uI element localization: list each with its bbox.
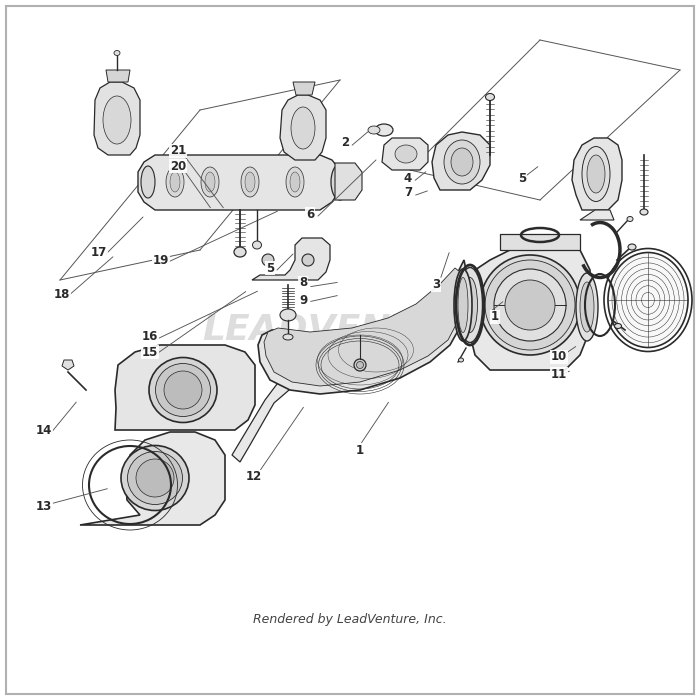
Text: 5: 5: [518, 172, 526, 185]
Text: 9: 9: [299, 293, 307, 307]
Ellipse shape: [283, 334, 293, 340]
Text: 12: 12: [246, 470, 262, 484]
Ellipse shape: [245, 172, 255, 192]
Ellipse shape: [458, 358, 463, 362]
Polygon shape: [335, 163, 362, 200]
Ellipse shape: [164, 371, 202, 409]
Ellipse shape: [368, 126, 380, 134]
Ellipse shape: [375, 124, 393, 136]
Text: 11: 11: [551, 368, 567, 381]
Polygon shape: [293, 82, 315, 95]
Ellipse shape: [166, 167, 184, 197]
Ellipse shape: [331, 164, 349, 200]
Polygon shape: [252, 238, 330, 280]
Ellipse shape: [485, 260, 575, 350]
Polygon shape: [138, 155, 340, 210]
Ellipse shape: [627, 216, 633, 221]
Ellipse shape: [480, 255, 580, 355]
Ellipse shape: [302, 254, 314, 266]
Ellipse shape: [201, 167, 219, 197]
Text: Rendered by LeadVenture, Inc.: Rendered by LeadVenture, Inc.: [253, 613, 447, 626]
Ellipse shape: [486, 94, 494, 101]
Text: LEADVENTURE: LEADVENTURE: [202, 313, 498, 347]
Text: 4: 4: [404, 172, 412, 185]
Polygon shape: [382, 138, 428, 170]
Polygon shape: [280, 95, 326, 160]
Ellipse shape: [615, 323, 622, 328]
Ellipse shape: [253, 241, 262, 249]
Ellipse shape: [356, 361, 363, 368]
Polygon shape: [106, 70, 130, 82]
Polygon shape: [264, 268, 462, 386]
Polygon shape: [80, 432, 225, 525]
Ellipse shape: [205, 172, 215, 192]
Text: 10: 10: [551, 351, 567, 363]
FancyBboxPatch shape: [6, 6, 694, 694]
Polygon shape: [470, 245, 590, 370]
Text: 16: 16: [142, 330, 158, 344]
Ellipse shape: [280, 309, 296, 321]
Ellipse shape: [582, 146, 610, 202]
Polygon shape: [115, 345, 255, 430]
Text: 14: 14: [36, 424, 52, 438]
Polygon shape: [94, 82, 140, 155]
Ellipse shape: [354, 359, 366, 371]
Ellipse shape: [290, 172, 300, 192]
Ellipse shape: [141, 166, 155, 198]
Ellipse shape: [458, 267, 482, 342]
Text: 13: 13: [36, 500, 52, 514]
Ellipse shape: [127, 452, 183, 505]
Text: 21: 21: [170, 144, 186, 158]
Ellipse shape: [149, 358, 217, 423]
Ellipse shape: [494, 269, 566, 341]
Polygon shape: [572, 138, 622, 210]
Text: 20: 20: [170, 160, 186, 172]
Text: 6: 6: [306, 207, 314, 220]
Polygon shape: [432, 132, 490, 190]
Polygon shape: [62, 360, 74, 370]
Polygon shape: [258, 260, 466, 394]
Ellipse shape: [576, 273, 598, 341]
Ellipse shape: [286, 167, 304, 197]
Text: 1: 1: [356, 444, 364, 456]
Ellipse shape: [395, 145, 417, 163]
Text: 1: 1: [491, 311, 499, 323]
Text: 8: 8: [299, 276, 307, 290]
Ellipse shape: [103, 96, 131, 144]
Ellipse shape: [587, 155, 605, 193]
Ellipse shape: [121, 445, 189, 510]
Ellipse shape: [458, 277, 468, 332]
Ellipse shape: [234, 247, 246, 257]
Ellipse shape: [155, 363, 211, 416]
Ellipse shape: [170, 172, 180, 192]
Polygon shape: [580, 210, 614, 220]
Text: 2: 2: [341, 136, 349, 148]
Ellipse shape: [463, 277, 477, 332]
Ellipse shape: [136, 459, 174, 497]
Ellipse shape: [608, 253, 688, 347]
Ellipse shape: [580, 282, 594, 332]
Text: 15: 15: [142, 346, 158, 358]
Ellipse shape: [262, 254, 274, 266]
Ellipse shape: [241, 167, 259, 197]
Ellipse shape: [291, 107, 315, 149]
Text: 7: 7: [404, 186, 412, 199]
Ellipse shape: [628, 244, 636, 250]
Ellipse shape: [505, 280, 555, 330]
Polygon shape: [232, 360, 328, 462]
Text: 19: 19: [153, 253, 169, 267]
Text: 18: 18: [54, 288, 70, 300]
Ellipse shape: [444, 140, 480, 184]
Ellipse shape: [454, 269, 472, 341]
Text: 5: 5: [266, 262, 274, 274]
Text: 17: 17: [91, 246, 107, 260]
Ellipse shape: [640, 209, 648, 215]
Ellipse shape: [114, 50, 120, 55]
FancyBboxPatch shape: [500, 234, 580, 250]
Ellipse shape: [451, 148, 473, 176]
Text: 3: 3: [432, 279, 440, 291]
